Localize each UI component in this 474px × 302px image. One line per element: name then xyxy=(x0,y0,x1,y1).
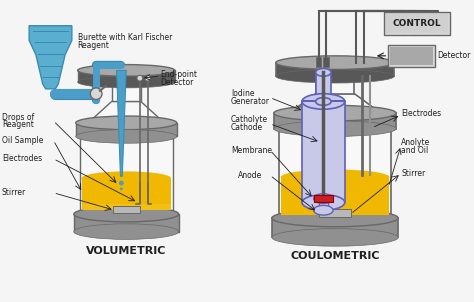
Bar xyxy=(323,57,329,66)
Polygon shape xyxy=(117,70,126,176)
Ellipse shape xyxy=(76,116,177,130)
Polygon shape xyxy=(29,26,72,89)
Ellipse shape xyxy=(316,98,331,105)
Bar xyxy=(279,121,392,218)
Ellipse shape xyxy=(78,65,175,76)
Text: Generator: Generator xyxy=(231,97,270,106)
Bar xyxy=(74,214,179,232)
Polygon shape xyxy=(279,94,392,121)
Ellipse shape xyxy=(314,205,333,215)
Ellipse shape xyxy=(279,111,392,130)
Ellipse shape xyxy=(82,172,171,185)
Bar xyxy=(316,76,355,94)
Ellipse shape xyxy=(274,105,396,121)
Text: Stirrer: Stirrer xyxy=(2,188,26,197)
Text: and Oil: and Oil xyxy=(401,146,428,155)
Bar xyxy=(319,209,351,217)
Ellipse shape xyxy=(274,121,396,137)
Ellipse shape xyxy=(302,94,345,109)
Ellipse shape xyxy=(314,194,333,204)
Bar xyxy=(113,206,140,213)
Bar xyxy=(385,14,447,34)
Bar xyxy=(316,57,321,66)
Bar xyxy=(319,199,328,210)
Bar xyxy=(76,123,177,137)
Text: Stirrer: Stirrer xyxy=(401,169,425,178)
Text: CONTROL: CONTROL xyxy=(392,19,441,28)
Text: Iodine: Iodine xyxy=(231,89,255,98)
Text: Detector: Detector xyxy=(160,78,193,87)
Ellipse shape xyxy=(80,121,173,140)
Text: Reagent: Reagent xyxy=(78,41,109,50)
Bar xyxy=(383,12,450,35)
Bar xyxy=(82,178,171,210)
Text: Reagent: Reagent xyxy=(2,120,34,129)
Circle shape xyxy=(120,188,123,190)
Text: Anode: Anode xyxy=(238,171,262,180)
Bar xyxy=(82,204,171,210)
Bar xyxy=(272,218,398,237)
Ellipse shape xyxy=(80,204,173,224)
Text: Drops of: Drops of xyxy=(2,114,34,123)
Ellipse shape xyxy=(279,208,392,228)
Text: Electrodes: Electrodes xyxy=(401,109,441,117)
Text: Electrodes: Electrodes xyxy=(2,154,42,163)
Ellipse shape xyxy=(276,56,394,69)
Ellipse shape xyxy=(78,76,175,88)
Circle shape xyxy=(145,75,151,81)
Circle shape xyxy=(119,181,124,185)
Bar xyxy=(274,113,396,129)
Circle shape xyxy=(137,75,143,81)
Bar xyxy=(112,82,141,101)
Text: Burette with Karl Fischer: Burette with Karl Fischer xyxy=(78,33,172,42)
Bar xyxy=(78,70,175,82)
Bar xyxy=(80,130,173,214)
Text: Anolyte: Anolyte xyxy=(401,138,430,147)
Text: Catholyte: Catholyte xyxy=(231,115,268,124)
Bar xyxy=(276,63,394,76)
Text: Cathode: Cathode xyxy=(231,123,263,132)
Ellipse shape xyxy=(281,169,390,185)
Ellipse shape xyxy=(272,209,398,227)
Ellipse shape xyxy=(316,69,331,76)
Bar xyxy=(314,195,333,202)
Text: End-point: End-point xyxy=(160,70,197,79)
Polygon shape xyxy=(80,101,173,130)
Ellipse shape xyxy=(272,229,398,246)
Text: Membrane: Membrane xyxy=(231,146,272,155)
Bar xyxy=(391,47,433,65)
Text: COULOMETRIC: COULOMETRIC xyxy=(290,251,380,261)
Text: Detector: Detector xyxy=(437,51,470,60)
Bar xyxy=(388,45,435,66)
Bar xyxy=(316,72,331,101)
Circle shape xyxy=(91,88,102,100)
Ellipse shape xyxy=(74,224,179,239)
Text: VOLUMETRIC: VOLUMETRIC xyxy=(86,246,166,256)
Ellipse shape xyxy=(74,206,179,222)
Ellipse shape xyxy=(302,195,345,210)
Text: Oil Sample: Oil Sample xyxy=(2,136,43,145)
Bar xyxy=(281,177,390,215)
Ellipse shape xyxy=(76,130,177,143)
Bar xyxy=(302,101,345,202)
Ellipse shape xyxy=(276,69,394,83)
